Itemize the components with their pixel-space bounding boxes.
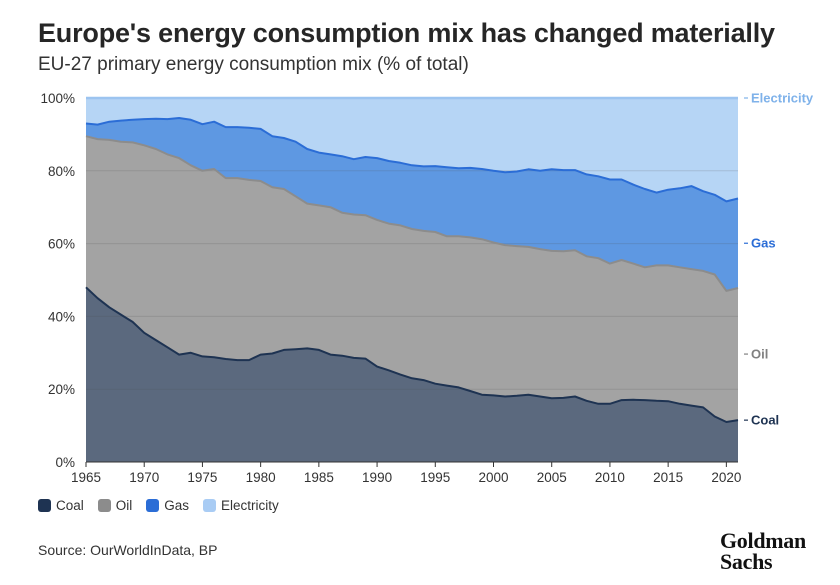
- legend: Coal Oil Gas Electricity: [38, 498, 279, 513]
- y-tick-label: 0%: [55, 455, 75, 470]
- x-tick-label: 2020: [711, 470, 741, 485]
- end-label-oil: Oil: [751, 347, 768, 362]
- legend-swatch-gas: [146, 499, 160, 512]
- legend-item-coal: Coal: [38, 498, 84, 513]
- x-tick-label: 2005: [537, 470, 567, 485]
- legend-swatch-electricity: [203, 499, 217, 512]
- legend-item-oil: Oil: [97, 498, 133, 513]
- x-axis: 1965 1970 1975 1980 1985 1990 1995 2000 2005 2010…: [71, 461, 741, 485]
- chart-subtitle: EU-27 primary energy consumption mix (% …: [38, 54, 469, 75]
- end-label-coal: Coal: [751, 413, 779, 428]
- area-oil: [86, 136, 738, 422]
- x-tick-label: 1985: [304, 470, 334, 485]
- chart-series-lines: [85, 96, 739, 423]
- end-label-electricity: Electricity: [751, 91, 814, 106]
- x-tick-label: 1975: [187, 470, 217, 485]
- area-coal: [86, 287, 738, 462]
- series-end-labels: Electricity Gas Oil Coal: [744, 91, 814, 428]
- line-oil: [85, 135, 739, 292]
- legend-item-gas: Gas: [146, 498, 189, 513]
- x-tick-label: 2000: [478, 470, 508, 485]
- y-axis: 0% 20% 40% 60% 80% 100%: [40, 91, 75, 470]
- legend-label-coal: Coal: [56, 498, 84, 513]
- goldman-sachs-logo: Goldman Sachs: [720, 528, 806, 574]
- x-tick-label: 1995: [420, 470, 450, 485]
- chart-grid: [86, 170, 738, 390]
- y-tick-label: 60%: [48, 237, 75, 252]
- legend-label-gas: Gas: [164, 498, 190, 513]
- x-tick-label: 2010: [595, 470, 625, 485]
- y-tick-label: 20%: [48, 382, 75, 397]
- chart-title: Europe's energy consumption mix has chan…: [38, 18, 775, 48]
- area-gas: [86, 118, 738, 291]
- x-tick-label: 2015: [653, 470, 683, 485]
- logo-line-1: Goldman: [720, 528, 806, 553]
- y-tick-label: 80%: [48, 164, 75, 179]
- x-tick-label: 1970: [129, 470, 159, 485]
- legend-label-oil: Oil: [115, 498, 133, 513]
- x-tick-label: 1990: [362, 470, 392, 485]
- legend-swatch-oil: [97, 499, 111, 512]
- y-tick-label: 40%: [48, 309, 75, 324]
- line-coal: [85, 286, 739, 423]
- x-tick-label: 1965: [71, 470, 101, 485]
- legend-swatch-coal: [38, 499, 51, 512]
- logo-line-2: Sachs: [720, 549, 773, 574]
- source-note: Source: OurWorldInData, BP: [38, 542, 218, 558]
- y-tick-label: 100%: [40, 91, 75, 106]
- area-chart: 0%20%40%60%80%100% 1965 1970 1975 1980 1985 1…: [40, 91, 814, 486]
- legend-item-electricity: Electricity: [203, 498, 279, 513]
- chart-areas: [86, 98, 738, 462]
- end-label-gas: Gas: [751, 236, 776, 251]
- legend-label-electricity: Electricity: [221, 498, 279, 513]
- area-electricity: [86, 98, 738, 202]
- line-gas: [85, 117, 739, 203]
- x-tick-label: 1980: [246, 470, 276, 485]
